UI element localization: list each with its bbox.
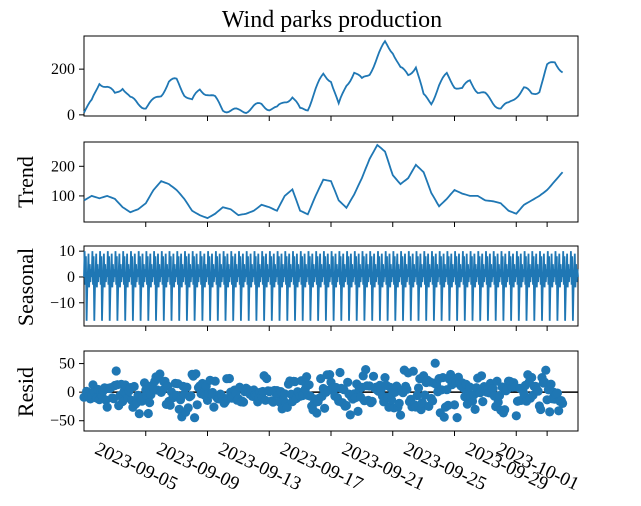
resid-point <box>380 373 390 383</box>
resid-point <box>452 413 462 423</box>
resid-point <box>209 402 219 412</box>
resid-point <box>519 389 529 399</box>
resid-point <box>143 408 153 419</box>
trend-ytick-label: 100 <box>51 188 75 205</box>
seasonal-series-line <box>83 251 579 321</box>
trend-ylabel: Trend <box>13 156 38 208</box>
resid-point <box>325 370 335 380</box>
resid-point <box>102 402 112 412</box>
resid-point <box>238 397 249 407</box>
resid-point <box>368 371 379 381</box>
resid-ylabel: Resid <box>13 367 38 417</box>
resid-point <box>546 379 556 389</box>
resid-point <box>190 413 200 423</box>
resid-point <box>304 380 314 390</box>
resid-point <box>343 377 353 387</box>
resid-point <box>412 390 422 401</box>
resid-point <box>320 403 330 413</box>
resid-point <box>367 396 377 406</box>
resid-point <box>182 382 192 392</box>
resid-point <box>402 384 412 394</box>
resid-point <box>312 408 322 418</box>
resid-point <box>224 373 234 384</box>
resid-point <box>545 407 555 417</box>
resid-point <box>533 386 543 396</box>
resid-point <box>428 396 438 406</box>
resid-point <box>488 384 498 394</box>
resid-point <box>341 400 351 411</box>
resid-ytick-label: 0 <box>67 384 75 401</box>
seasonal-ylabel: Seasonal <box>13 248 38 326</box>
resid-point <box>191 369 201 379</box>
seasonal-ytick-label: 10 <box>59 243 75 260</box>
resid-point <box>413 383 424 393</box>
resid-point <box>416 405 426 415</box>
resid-point <box>394 398 404 408</box>
resid-point <box>268 397 278 407</box>
resid-point <box>186 391 196 401</box>
resid-point <box>470 404 480 414</box>
resid-point <box>335 367 345 378</box>
resid-ytick-label: 50 <box>59 356 75 373</box>
resid-point <box>210 376 220 386</box>
trend-ytick-label: 200 <box>51 158 75 175</box>
resid-point <box>541 365 551 375</box>
resid-point <box>345 410 355 420</box>
resid-point <box>527 372 537 383</box>
resid-point <box>183 403 193 413</box>
resid-point <box>511 411 521 421</box>
resid-point <box>262 373 272 384</box>
resid-point <box>554 406 564 416</box>
observed-ytick-label: 0 <box>67 107 75 124</box>
seasonal-ytick-label: 0 <box>67 269 75 286</box>
resid-point <box>536 404 546 415</box>
resid-point <box>145 398 155 408</box>
resid-point <box>500 405 510 415</box>
chart-title: Wind parks production <box>222 7 442 33</box>
observed-series-line <box>83 39 564 114</box>
resid-point <box>439 412 449 422</box>
resid-point <box>395 410 406 420</box>
chart-marks: 0200100200−10010−500502023-09-052023-09-… <box>50 39 582 495</box>
resid-point <box>430 358 440 368</box>
resid-point <box>476 371 487 381</box>
observed-ytick-label: 200 <box>51 61 75 78</box>
resid-point <box>449 400 460 410</box>
resid-point <box>552 388 563 398</box>
resid-point <box>134 409 144 419</box>
resid-point <box>155 369 165 379</box>
trend-series-line <box>83 143 564 220</box>
resid-point <box>446 369 456 380</box>
seasonal-ytick-label: −10 <box>50 295 75 312</box>
resid-point <box>353 406 363 416</box>
resid-point <box>361 365 371 375</box>
resid-point <box>408 366 418 376</box>
resid-point <box>111 366 121 376</box>
resid-point <box>129 381 139 392</box>
resid-point <box>165 400 175 410</box>
resid-point <box>302 372 312 382</box>
resid-ytick-label: −50 <box>50 413 75 430</box>
resid-point <box>494 391 505 401</box>
resid-point <box>478 397 488 407</box>
resid-point <box>192 400 202 410</box>
resid-point <box>558 398 568 408</box>
resid-point <box>139 378 150 388</box>
